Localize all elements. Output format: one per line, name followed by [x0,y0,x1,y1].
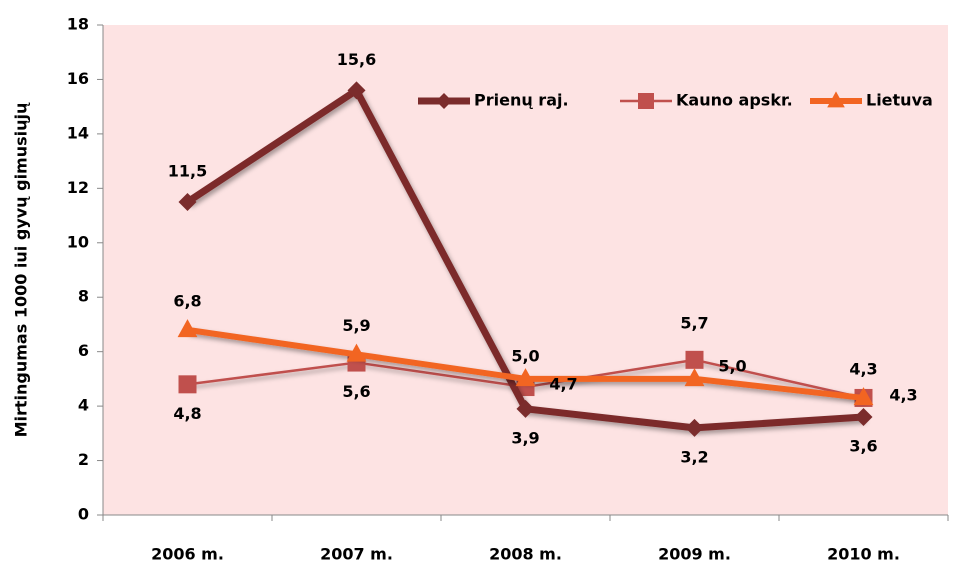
data-point [178,375,197,394]
y-tick-label: 4 [78,396,89,415]
legend-marker [436,93,452,109]
data-point [684,368,705,387]
data-point [685,418,704,437]
data-point [347,81,366,100]
data-label: 5,6 [342,382,370,401]
data-point [854,408,873,426]
y-axis-label: Mirtingumas 1000 iui gyvų gimusiųjų [12,102,31,437]
data-label: 4,3 [889,385,917,404]
y-tick-label: 6 [78,341,89,360]
data-point [515,368,536,387]
y-tick-label: 10 [67,232,89,251]
x-tick-label: 2010 m. [827,545,900,564]
data-label: 5,7 [680,313,708,332]
x-tick-label: 2009 m. [658,545,731,564]
data-label: 4,7 [549,375,577,394]
y-tick-label: 12 [67,178,89,197]
data-point [853,387,874,406]
y-tick-label: 18 [67,15,89,34]
data-point [685,350,704,369]
y-tick-label: 14 [67,123,89,142]
x-tick-label: 2007 m. [320,545,393,564]
legend-label: Prienų raj. [474,91,569,110]
data-label: 5,0 [718,356,746,375]
legend-marker [827,91,845,108]
legend-marker [638,93,654,109]
data-label: 11,5 [168,161,207,180]
data-label: 15,6 [337,50,376,69]
data-label: 3,2 [680,447,708,466]
data-point [177,319,198,338]
data-point [516,399,535,418]
data-label: 5,0 [511,346,539,365]
y-tick-label: 16 [67,69,89,88]
legend-label: Lietuva [866,91,933,110]
data-label: 3,6 [849,437,877,456]
x-tick-label: 2008 m. [489,545,562,564]
data-label: 4,8 [173,404,201,423]
data-label: 6,8 [173,291,201,310]
data-label: 3,9 [511,428,539,447]
data-label: 5,9 [342,316,370,335]
data-point [346,343,367,362]
data-label: 4,3 [849,359,877,378]
legend-label: Kauno apskr. [676,91,793,110]
data-point [178,192,197,211]
y-tick-label: 2 [78,450,89,469]
x-tick-label: 2006 m. [151,545,224,564]
plot-area [103,25,948,515]
y-tick-label: 0 [78,505,89,524]
y-tick-label: 8 [78,287,89,306]
